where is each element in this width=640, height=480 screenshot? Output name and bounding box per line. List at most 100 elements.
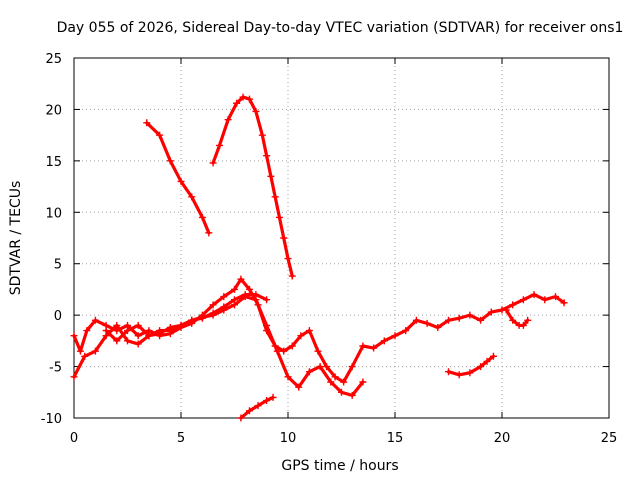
data-point-marker bbox=[297, 332, 305, 340]
data-point-marker bbox=[552, 293, 559, 301]
data-point-marker bbox=[166, 157, 174, 165]
data-point-marker bbox=[124, 337, 131, 345]
data-point-marker bbox=[209, 309, 217, 317]
series-track-g bbox=[445, 352, 497, 379]
data-point-marker bbox=[402, 327, 410, 335]
data-point-marker bbox=[519, 296, 527, 304]
x-tick-label: 20 bbox=[494, 431, 511, 446]
data-point-marker bbox=[288, 272, 296, 280]
data-point-marker bbox=[305, 368, 313, 376]
data-point-marker bbox=[509, 316, 517, 324]
data-point-marker bbox=[237, 414, 245, 422]
data-point-marker bbox=[314, 347, 322, 355]
data-point-marker bbox=[391, 332, 399, 340]
data-point-marker bbox=[134, 321, 142, 329]
data-point-marker bbox=[269, 393, 277, 401]
data-point-marker bbox=[338, 388, 345, 396]
data-point-marker bbox=[284, 255, 292, 263]
data-point-marker bbox=[348, 391, 356, 399]
data-point-marker bbox=[445, 368, 452, 376]
data-point-marker bbox=[263, 152, 271, 160]
data-point-marker bbox=[412, 316, 420, 324]
data-point-marker bbox=[245, 95, 253, 103]
data-point-marker bbox=[267, 172, 275, 180]
data-point-marker bbox=[81, 352, 89, 360]
data-point-marker bbox=[198, 314, 206, 322]
series-track-b bbox=[209, 93, 296, 280]
data-point-marker bbox=[102, 327, 110, 335]
data-point-marker bbox=[231, 285, 238, 293]
data-point-marker bbox=[331, 373, 339, 381]
y-tick-label: -5 bbox=[49, 361, 62, 376]
data-point-marker bbox=[327, 378, 335, 386]
data-point-marker bbox=[280, 347, 288, 355]
data-point-marker bbox=[275, 213, 283, 221]
y-tick-label: 5 bbox=[54, 258, 62, 273]
x-tick-label: 5 bbox=[177, 431, 185, 446]
data-point-marker bbox=[258, 131, 266, 139]
data-point-marker bbox=[263, 296, 271, 304]
data-point-marker bbox=[489, 352, 497, 360]
series-trace bbox=[504, 308, 530, 328]
data-point-marker bbox=[359, 342, 367, 350]
data-point-marker bbox=[156, 131, 164, 139]
data-point-marker bbox=[477, 363, 485, 371]
data-point-marker bbox=[245, 407, 253, 415]
data-point-marker bbox=[483, 357, 491, 365]
series-trace bbox=[145, 121, 211, 235]
data-point-marker bbox=[280, 234, 288, 242]
data-point-marker bbox=[239, 93, 247, 101]
data-point-marker bbox=[509, 301, 517, 309]
data-point-marker bbox=[284, 373, 292, 381]
y-tick-label: -10 bbox=[41, 412, 62, 427]
data-point-marker bbox=[113, 321, 121, 329]
series-track-f bbox=[237, 393, 277, 422]
y-tick-label: 25 bbox=[45, 52, 62, 67]
data-point-marker bbox=[241, 291, 249, 299]
data-point-marker bbox=[323, 363, 331, 371]
plot-frame bbox=[73, 57, 610, 419]
data-point-marker bbox=[434, 323, 442, 331]
data-point-marker bbox=[348, 363, 356, 371]
data-point-marker bbox=[233, 99, 241, 107]
data-point-marker bbox=[177, 177, 185, 185]
data-point-marker bbox=[177, 321, 185, 329]
data-point-marker bbox=[76, 347, 84, 355]
axis-ticks: 0 5 10 15 20 25 -10 -5 0 5 10 15 20 25 bbox=[41, 52, 618, 446]
data-point-marker bbox=[188, 316, 196, 324]
data-point-marker bbox=[124, 327, 131, 335]
data-point-marker bbox=[263, 321, 271, 329]
data-point-marker bbox=[166, 323, 174, 331]
data-point-marker bbox=[70, 332, 78, 340]
data-point-marker bbox=[502, 306, 510, 314]
grid-lines bbox=[74, 58, 609, 418]
data-point-marker bbox=[216, 141, 224, 149]
y-tick-label: 10 bbox=[45, 206, 62, 221]
data-point-marker bbox=[220, 303, 228, 311]
data-point-marker bbox=[231, 296, 238, 304]
data-point-marker bbox=[145, 332, 153, 340]
data-point-marker bbox=[455, 314, 463, 322]
data-point-marker bbox=[524, 316, 532, 324]
data-point-marker bbox=[224, 116, 232, 124]
data-point-marker bbox=[113, 337, 121, 345]
data-point-marker bbox=[209, 159, 217, 167]
data-point-marker bbox=[273, 347, 281, 355]
data-point-marker bbox=[487, 308, 495, 316]
data-point-marker bbox=[188, 193, 196, 201]
x-tick-label: 10 bbox=[280, 431, 297, 446]
x-axis-label: GPS time / hours bbox=[281, 458, 398, 474]
x-tick-label: 15 bbox=[387, 431, 404, 446]
data-point-marker bbox=[91, 347, 99, 355]
data-point-marker bbox=[288, 342, 296, 350]
chart-title: Day 055 of 2026, Sidereal Day-to-day VTE… bbox=[57, 20, 624, 36]
data-point-marker bbox=[530, 291, 538, 299]
series-track-e bbox=[102, 291, 271, 345]
y-tick-label: 20 bbox=[45, 103, 62, 118]
data-point-marker bbox=[263, 397, 271, 405]
data-point-marker bbox=[271, 193, 279, 201]
data-point-marker bbox=[220, 293, 228, 301]
data-point-marker bbox=[254, 402, 262, 410]
x-tick-label: 0 bbox=[70, 431, 78, 446]
data-point-marker bbox=[91, 316, 99, 324]
